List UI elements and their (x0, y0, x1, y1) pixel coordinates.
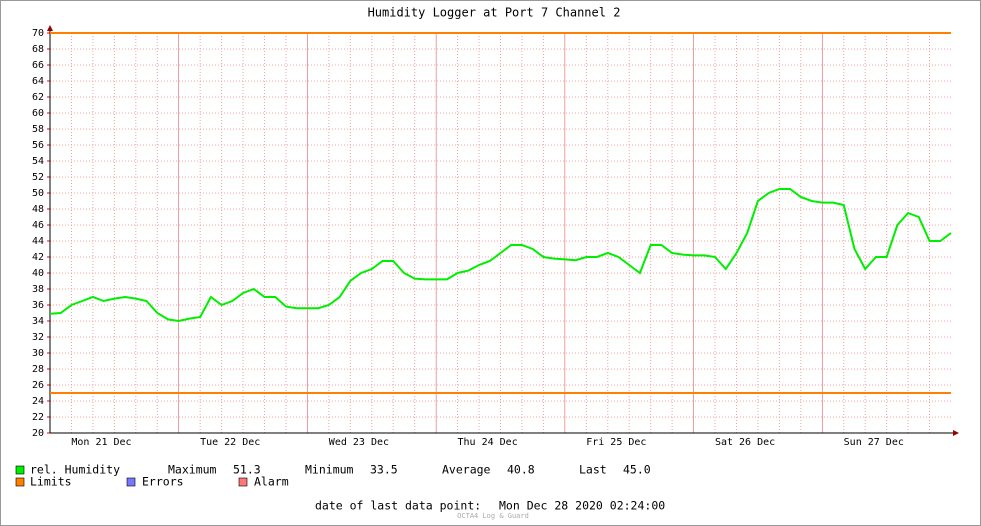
y-tick-label: 34 (32, 316, 44, 327)
legend-label: Errors (142, 475, 184, 489)
legend-label: Alarm (254, 475, 289, 489)
y-tick-label: 36 (32, 300, 44, 311)
y-tick-label: 32 (32, 332, 44, 343)
y-tick-label: 38 (32, 284, 44, 295)
legend-swatch (15, 465, 25, 475)
stat-label: Maximum (168, 463, 217, 477)
chart-title: Humidity Logger at Port 7 Channel 2 (368, 6, 621, 20)
y-tick-label: 58 (32, 124, 44, 135)
y-tick-label: 30 (32, 348, 44, 359)
legend-swatch (15, 477, 25, 487)
y-tick-label: 44 (32, 236, 44, 247)
y-tick-label: 20 (32, 428, 44, 439)
stat-label: Last (579, 463, 607, 477)
legend-label: rel. Humidity (30, 463, 120, 477)
x-tick-label: Sat 26 Dec (715, 437, 775, 448)
y-tick-label: 28 (32, 364, 44, 375)
y-tick-label: 54 (32, 156, 44, 167)
footer-label: date of last data point: (315, 499, 481, 513)
y-tick-label: 52 (32, 172, 44, 183)
x-tick-label: Fri 25 Dec (586, 437, 646, 448)
watermark: OCTA4 Log & Guard (457, 512, 529, 520)
stat-value: 45.0 (623, 463, 651, 477)
stat-value: 33.5 (370, 463, 398, 477)
x-tick-label: Mon 21 Dec (71, 437, 131, 448)
stat-label: Average (442, 463, 491, 477)
y-tick-label: 50 (32, 188, 44, 199)
y-tick-label: 68 (32, 44, 44, 55)
stat-value: 51.3 (233, 463, 261, 477)
y-tick-label: 62 (32, 92, 44, 103)
x-tick-label: Wed 23 Dec (329, 437, 389, 448)
footer-value: Mon Dec 28 2020 02:24:00 (499, 499, 665, 513)
y-tick-label: 66 (32, 60, 44, 71)
x-tick-label: Thu 24 Dec (458, 437, 518, 448)
y-tick-label: 56 (32, 140, 44, 151)
series-line (49, 188, 952, 323)
stat-label: Minimum (305, 463, 354, 477)
x-tick-label: Tue 22 Dec (200, 437, 260, 448)
y-tick-label: 42 (32, 252, 44, 263)
y-tick-label: 46 (32, 220, 44, 231)
y-axis-arrow (47, 25, 53, 31)
stat-value: 40.8 (507, 463, 535, 477)
legend-swatch (126, 477, 136, 487)
y-tick-label: 26 (32, 380, 44, 391)
y-tick-label: 64 (32, 76, 44, 87)
x-axis-arrow (953, 430, 959, 436)
legend-label: Limits (30, 475, 72, 489)
y-tick-label: 24 (32, 396, 44, 407)
y-tick-label: 48 (32, 204, 44, 215)
y-tick-label: 40 (32, 268, 44, 279)
x-tick-label: Sun 27 Dec (844, 437, 904, 448)
y-tick-label: 22 (32, 412, 44, 423)
y-tick-label: 70 (32, 28, 44, 39)
y-tick-label: 60 (32, 108, 44, 119)
legend-swatch (238, 477, 248, 487)
